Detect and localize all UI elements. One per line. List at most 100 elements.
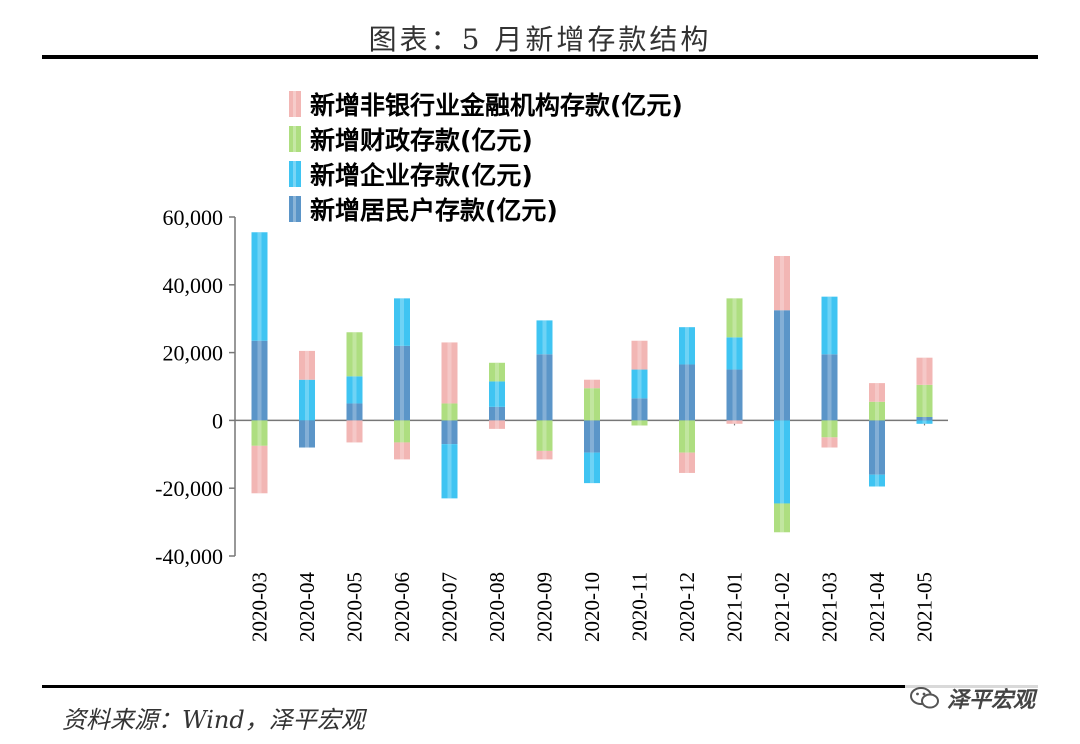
x-tick-label: 2021-04 [865, 572, 889, 642]
bar-household-2020-09 [536, 354, 553, 421]
bar-nonbank-2021-05 [916, 357, 933, 385]
bar-highlight [542, 320, 547, 355]
bar-corporate-2020-11 [631, 369, 648, 399]
bar-nonbank-2020-12 [679, 452, 695, 473]
bar-highlight [352, 332, 357, 377]
bar-highlight [495, 420, 499, 429]
wechat-icon [910, 687, 939, 709]
bar-highlight [685, 452, 689, 473]
bar-highlight [875, 383, 879, 402]
bar-highlight [305, 420, 309, 448]
bar-corporate-2020-09 [536, 320, 553, 355]
bar-highlight [590, 379, 594, 389]
x-tick-label: 2020-05 [343, 572, 367, 642]
bar-household-2020-10 [584, 420, 600, 453]
bar-highlight [257, 420, 262, 446]
bar-highlight [542, 450, 547, 460]
watermark: 泽平宏观 [905, 676, 1044, 720]
bar-household-2020-06 [394, 345, 410, 421]
bar-highlight [590, 420, 594, 453]
bar-highlight [922, 384, 927, 418]
bar-highlight [922, 420, 927, 424]
bar-highlight [305, 350, 309, 380]
bar-nonbank-2020-11 [631, 340, 648, 370]
x-tick-label: 2020-07 [438, 572, 462, 642]
bar-highlight [637, 369, 642, 399]
x-tick-label: 2020-04 [295, 572, 319, 642]
bar-corporate-2021-01 [726, 337, 743, 370]
bar-highlight [590, 388, 594, 421]
bar-household-2021-01 [726, 369, 743, 421]
bar-household-2020-04 [299, 420, 315, 448]
bar-nonbank-2020-05 [346, 420, 363, 443]
chart-legend: 新增非银行业金融机构存款(亿元) 新增财政存款(亿元) 新增企业存款(亿元) 新增居民… [289, 91, 683, 225]
legend-swatch-highlight [293, 91, 296, 117]
watermark-text: 泽平宏观 [947, 688, 1036, 713]
bar-highlight [685, 327, 689, 365]
bar-highlight [590, 452, 594, 484]
bar-highlight [827, 296, 832, 355]
bar-nonbank-2021-02 [774, 255, 790, 311]
bar-household-2020-05 [346, 403, 363, 421]
legend-swatch-household [289, 196, 301, 222]
bar-highlight [352, 403, 357, 421]
bar-highlight [780, 420, 784, 504]
x-tick-label: 2021-01 [723, 572, 747, 642]
bar-corporate-2020-05 [346, 376, 363, 404]
legend-label-corporate: 新增企业存款(亿元) [310, 161, 533, 190]
bar-household-2021-03 [821, 354, 838, 421]
bar-corporate-2020-08 [489, 381, 505, 407]
bar-highlight [400, 442, 404, 460]
bar-highlight [447, 403, 452, 421]
bar-corporate-2020-12 [679, 327, 695, 365]
bar-household-2021-05 [916, 417, 933, 421]
bar-corporate-2020-06 [394, 298, 410, 346]
bar-highlight [495, 381, 499, 407]
bar-fiscal-2021-01 [726, 298, 743, 338]
bar-highlight [400, 298, 404, 346]
bar-highlight [732, 298, 737, 338]
bar-highlight [542, 354, 547, 421]
y-tick-label: -20,000 [155, 476, 223, 501]
bar-corporate-2020-04 [299, 379, 315, 421]
bar-corporate-2021-02 [774, 420, 790, 504]
bar-highlight [637, 420, 642, 426]
bar-highlight [352, 420, 357, 443]
bar-nonbank-2021-04 [869, 383, 885, 402]
bar-fiscal-2020-03 [251, 420, 268, 446]
bar-corporate-2021-04 [869, 474, 885, 487]
bar-highlight [400, 345, 404, 421]
bar-fiscal-2020-05 [346, 332, 363, 377]
bar-highlight [257, 340, 262, 421]
legend-label-fiscal: 新增财政存款(亿元) [310, 126, 533, 155]
bar-fiscal-2020-08 [489, 362, 505, 382]
bar-highlight [732, 420, 737, 424]
bar-highlight [922, 357, 927, 385]
bottom-divider [42, 685, 1038, 688]
bar-highlight [780, 255, 784, 311]
bar-household-2020-07 [441, 420, 458, 445]
bar-nonbank-2020-04 [299, 350, 315, 380]
x-tick-label: 2020-08 [485, 572, 509, 642]
bar-corporate-2020-10 [584, 452, 600, 484]
bar-nonbank-2020-06 [394, 442, 410, 460]
bar-highlight [257, 445, 262, 494]
y-tick-label: 40,000 [163, 273, 224, 298]
y-tick-label: -40,000 [155, 544, 223, 569]
bar-highlight [400, 420, 404, 443]
bar-household-2020-03 [251, 340, 268, 421]
bar-highlight [637, 340, 642, 370]
bar-highlight [732, 337, 737, 370]
bar-fiscal-2021-05 [916, 384, 933, 418]
x-axis-labels: 2020-03 2020-04 2020-05 2020-06 2020-07 2020-… [248, 572, 937, 642]
bar-corporate-2021-05 [916, 420, 933, 424]
bar-highlight [352, 376, 357, 404]
bar-household-2020-08 [489, 406, 505, 421]
bar-highlight [685, 420, 689, 453]
bar-highlight [305, 379, 309, 421]
bar-highlight [780, 503, 784, 533]
legend-swatch-highlight [293, 161, 296, 187]
x-tick-label: 2021-02 [770, 572, 794, 642]
legend-swatch-nonbank [289, 91, 301, 117]
source-note: 资料来源：Wind，泽平宏观 [62, 706, 365, 734]
